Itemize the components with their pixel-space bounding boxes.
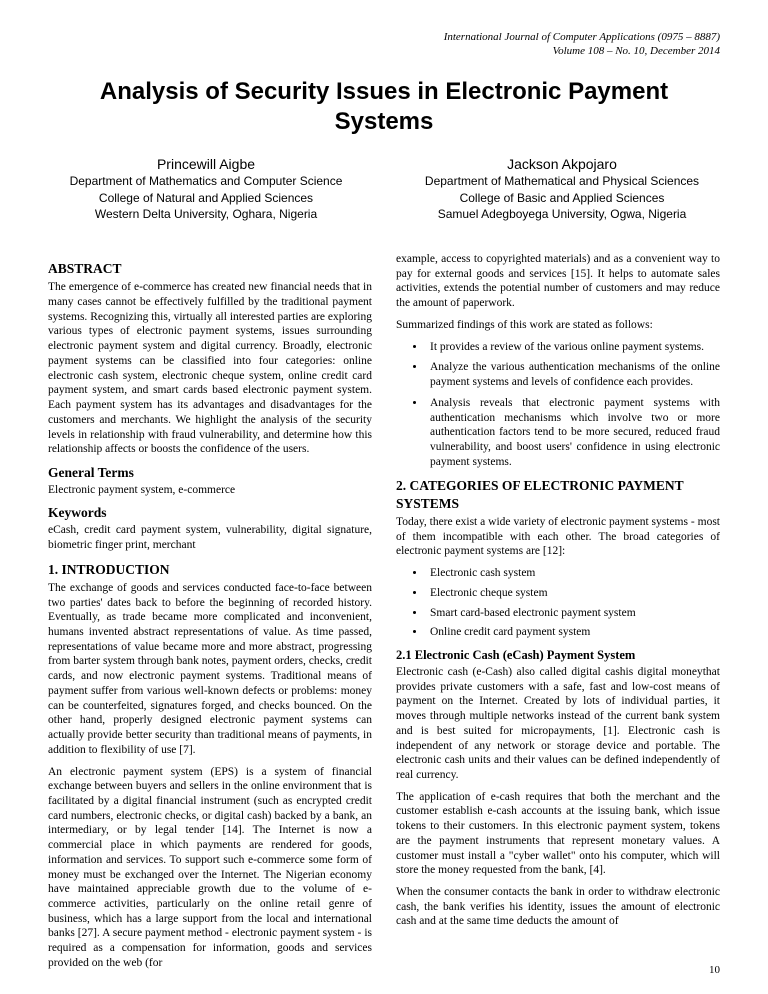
page-number: 10: [709, 964, 720, 976]
journal-name: International Journal of Computer Applic…: [48, 30, 720, 44]
two-column-body: ABSTRACT The emergence of e-commerce has…: [48, 252, 720, 978]
general-terms-heading: General Terms: [48, 464, 372, 481]
ecash-p1: Electronic cash (e-Cash) also called dig…: [396, 665, 720, 783]
category-item: Online credit card payment system: [426, 625, 720, 640]
intro-continuation: example, access to copyrighted materials…: [396, 252, 720, 311]
categories-list: Electronic cash system Electronic cheque…: [396, 566, 720, 640]
abstract-heading: ABSTRACT: [48, 260, 372, 277]
intro-heading: 1. INTRODUCTION: [48, 561, 372, 578]
journal-header: International Journal of Computer Applic…: [48, 30, 720, 59]
journal-issue: Volume 108 – No. 10, December 2014: [48, 44, 720, 58]
finding-item: Analysis reveals that electronic payment…: [426, 396, 720, 470]
authors-row: Princewill Aigbe Department of Mathemati…: [48, 155, 720, 222]
categories-lead: Today, there exist a wide variety of ele…: [396, 515, 720, 559]
findings-list: It provides a review of the various onli…: [396, 340, 720, 470]
author-dept: Department of Mathematics and Computer S…: [48, 173, 364, 189]
author-block-1: Princewill Aigbe Department of Mathemati…: [48, 155, 364, 222]
abstract-text: The emergence of e-commerce has created …: [48, 280, 372, 457]
keywords-heading: Keywords: [48, 504, 372, 521]
category-item: Electronic cheque system: [426, 586, 720, 601]
author-dept: Department of Mathematical and Physical …: [404, 173, 720, 189]
summary-lead: Summarized findings of this work are sta…: [396, 318, 720, 333]
general-terms-text: Electronic payment system, e-commerce: [48, 483, 372, 498]
categories-heading: 2. CATEGORIES OF ELECTRONIC PAYMENT SYST…: [396, 477, 720, 512]
ecash-p3: When the consumer contacts the bank in o…: [396, 885, 720, 929]
category-item: Smart card-based electronic payment syst…: [426, 606, 720, 621]
paper-title: Analysis of Security Issues in Electroni…: [48, 77, 720, 137]
author-college: College of Basic and Applied Sciences: [404, 190, 720, 206]
ecash-p2: The application of e-cash requires that …: [396, 790, 720, 878]
category-item: Electronic cash system: [426, 566, 720, 581]
author-name: Jackson Akpojaro: [404, 155, 720, 174]
right-column: example, access to copyrighted materials…: [396, 252, 720, 978]
author-univ: Western Delta University, Oghara, Nigeri…: [48, 206, 364, 222]
left-column: ABSTRACT The emergence of e-commerce has…: [48, 252, 372, 978]
intro-p2: An electronic payment system (EPS) is a …: [48, 765, 372, 971]
author-univ: Samuel Adegboyega University, Ogwa, Nige…: [404, 206, 720, 222]
author-block-2: Jackson Akpojaro Department of Mathemati…: [404, 155, 720, 222]
intro-p1: The exchange of goods and services condu…: [48, 581, 372, 758]
finding-item: Analyze the various authentication mecha…: [426, 360, 720, 389]
finding-item: It provides a review of the various onli…: [426, 340, 720, 355]
keywords-text: eCash, credit card payment system, vulne…: [48, 523, 372, 552]
author-college: College of Natural and Applied Sciences: [48, 190, 364, 206]
author-name: Princewill Aigbe: [48, 155, 364, 174]
ecash-heading: 2.1 Electronic Cash (eCash) Payment Syst…: [396, 647, 720, 663]
